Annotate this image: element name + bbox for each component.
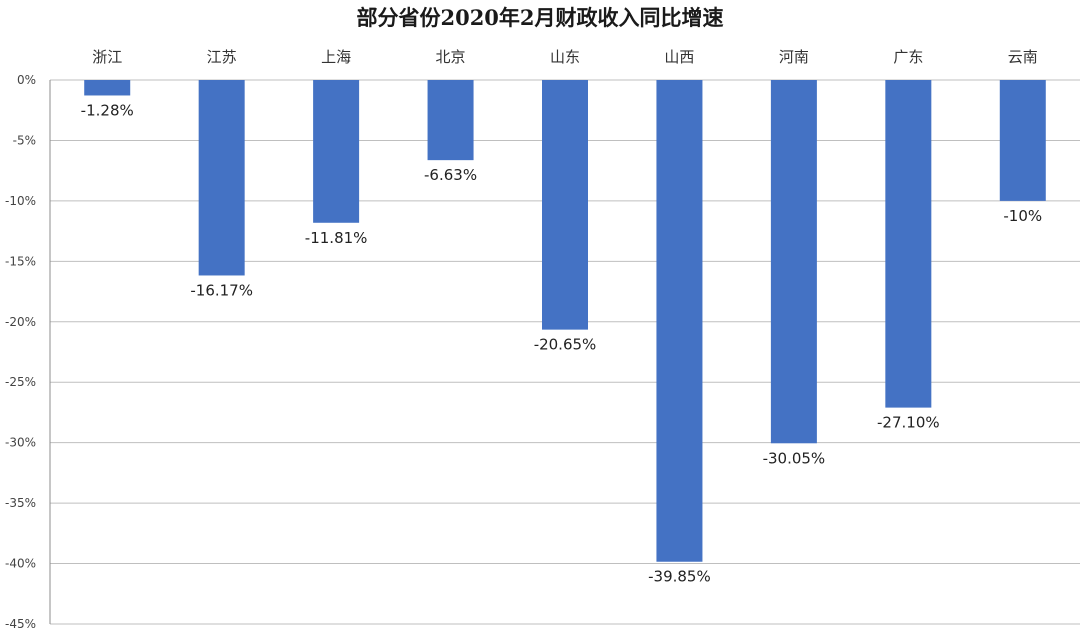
data-label: -6.63% (424, 166, 477, 184)
y-tick-label: -5% (13, 133, 36, 147)
y-tick-label: -35% (5, 496, 36, 510)
category-label: 广东 (893, 48, 923, 66)
category-label: 山西 (664, 48, 694, 66)
data-label: -10% (1003, 207, 1042, 225)
axes: 0% -5% -10% -15% -20% -25% -30% -35% -40% -45% (5, 73, 51, 631)
y-tick-label: -10% (5, 194, 36, 208)
bars (84, 80, 1046, 562)
bar-2 (313, 80, 360, 223)
category-label: 江苏 (207, 48, 237, 66)
category-label: 上海 (321, 48, 351, 66)
y-tick-label: -20% (5, 315, 36, 329)
data-label: -30.05% (763, 449, 826, 467)
category-label: 浙江 (92, 48, 122, 66)
data-label: -11.81% (305, 229, 368, 247)
labels: 浙江 -1.28% 江苏 -16.17% 上海 -11.81% 北京 -6.63% 山东 -20.… (81, 48, 1042, 586)
data-label: -20.65% (534, 336, 597, 354)
y-tick-label: -30% (5, 436, 36, 450)
bar-0 (84, 80, 131, 96)
category-label: 河南 (779, 48, 809, 66)
bar-5 (656, 80, 703, 562)
y-tick-label: -40% (5, 557, 36, 571)
data-label: -27.10% (877, 414, 940, 432)
y-tick-label: 0% (17, 73, 36, 87)
data-label: -16.17% (190, 281, 253, 299)
category-label: 北京 (436, 48, 466, 66)
bar-7 (885, 80, 932, 408)
y-tick-label: -45% (5, 617, 36, 631)
bar-1 (198, 80, 245, 276)
data-label: -39.85% (648, 568, 711, 586)
category-label: 云南 (1008, 48, 1038, 66)
data-label: -1.28% (81, 101, 134, 119)
y-tick-label: -25% (5, 375, 36, 389)
bar-6 (770, 80, 817, 444)
chart-title: 部分省份2020年2月财政收入同比增速 (356, 5, 724, 30)
bar-3 (427, 80, 474, 161)
bar-8 (999, 80, 1046, 201)
y-tick-label: -15% (5, 254, 36, 268)
category-label: 山东 (550, 48, 580, 66)
bar-4 (542, 80, 588, 330)
